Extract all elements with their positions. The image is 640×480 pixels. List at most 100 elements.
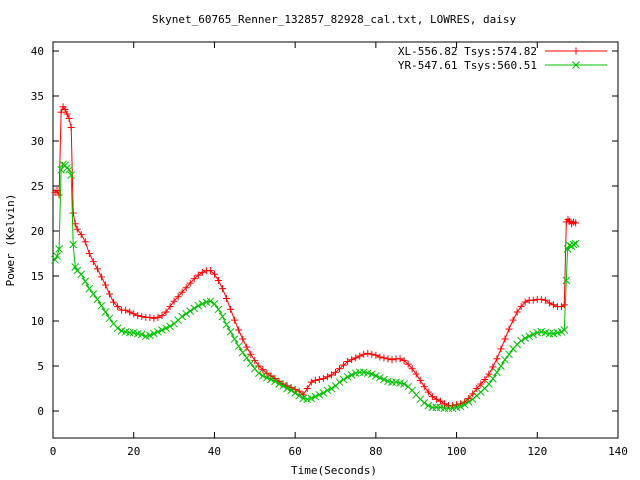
data-point: [239, 335, 247, 343]
data-point: [73, 225, 81, 233]
data-point: [279, 381, 287, 390]
data-point: [122, 306, 130, 314]
data-point: [501, 335, 509, 343]
data-point: [246, 359, 255, 368]
data-point: [323, 373, 331, 381]
data-point: [295, 391, 304, 400]
data-point: [134, 312, 142, 320]
data-point: [356, 352, 364, 360]
data-point: [541, 296, 549, 304]
series-layer: [51, 103, 580, 413]
data-point: [113, 324, 122, 333]
data-point: [194, 271, 202, 279]
data-point: [339, 375, 348, 384]
data-point: [440, 400, 448, 408]
legend-marker: [572, 47, 580, 55]
data-point: [291, 389, 299, 397]
data-point: [69, 209, 77, 217]
data-point: [146, 331, 154, 340]
series-1: [51, 103, 580, 410]
y-tick-label: 30: [31, 135, 44, 148]
data-point: [57, 108, 65, 116]
data-point: [106, 290, 113, 298]
legend-label: YR-547.61 Tsys:560.51: [398, 59, 537, 72]
data-point: [51, 255, 59, 264]
data-point: [497, 362, 505, 370]
data-point: [529, 330, 538, 339]
data-point: [352, 354, 360, 362]
data-point: [473, 385, 481, 392]
legend-marker: [572, 61, 580, 69]
data-point: [521, 334, 530, 342]
data-point: [368, 350, 376, 358]
data-point: [238, 348, 247, 357]
y-tick-label: 25: [31, 180, 44, 193]
data-point: [347, 371, 356, 379]
data-point: [206, 297, 215, 306]
data-point: [190, 275, 198, 283]
data-point: [174, 293, 182, 301]
data-point: [263, 373, 271, 382]
data-point: [428, 393, 436, 401]
data-point: [388, 356, 396, 364]
data-point: [114, 303, 122, 311]
data-point: [521, 298, 529, 306]
data-point: [287, 386, 295, 395]
data-point: [545, 299, 553, 307]
data-point: [505, 325, 513, 333]
data-point: [562, 276, 571, 285]
data-point: [198, 300, 207, 308]
data-point: [247, 350, 255, 358]
data-point: [489, 363, 497, 371]
data-point: [563, 245, 572, 253]
data-point: [335, 378, 344, 387]
data-point: [400, 357, 408, 365]
data-point: [65, 165, 73, 174]
y-axis-label: Power (Kelvin): [4, 194, 17, 287]
data-point: [404, 360, 412, 368]
data-point: [275, 380, 283, 388]
x-axis-label: Time(Seconds): [291, 464, 377, 477]
data-point: [101, 281, 109, 289]
data-point: [81, 277, 90, 286]
data-point: [481, 376, 489, 383]
data-point: [343, 372, 352, 381]
data-point: [420, 383, 428, 391]
y-tick-label: 20: [31, 225, 44, 238]
data-point: [105, 314, 114, 323]
data-point: [255, 362, 263, 370]
series-line: [54, 105, 576, 407]
data-point: [436, 397, 444, 405]
data-point: [340, 361, 348, 369]
data-point: [218, 312, 227, 321]
data-point: [53, 252, 61, 261]
data-point: [223, 295, 231, 302]
data-point: [307, 394, 316, 403]
data-point: [126, 308, 134, 316]
data-point: [408, 365, 416, 373]
data-point: [110, 298, 118, 306]
data-point: [55, 191, 63, 199]
data-point: [210, 300, 219, 308]
data-point: [194, 301, 203, 310]
data-point: [162, 308, 170, 316]
y-tick-label: 5: [37, 360, 44, 373]
data-point: [89, 258, 97, 266]
data-point: [513, 308, 521, 316]
data-point: [150, 329, 158, 338]
data-point: [166, 322, 174, 331]
plot-frame: [52, 41, 619, 439]
data-point: [529, 296, 537, 304]
data-point: [254, 369, 263, 378]
y-axis: 0 5 10 15 20 25 30 35 40: [31, 45, 618, 418]
data-point: [222, 320, 231, 329]
data-point: [93, 265, 101, 273]
data-point: [178, 312, 186, 321]
data-point: [231, 316, 239, 324]
data-point: [572, 219, 580, 227]
data-point: [299, 391, 307, 399]
data-point: [271, 377, 279, 386]
data-point: [182, 309, 191, 318]
x-tick-label: 80: [369, 445, 382, 458]
